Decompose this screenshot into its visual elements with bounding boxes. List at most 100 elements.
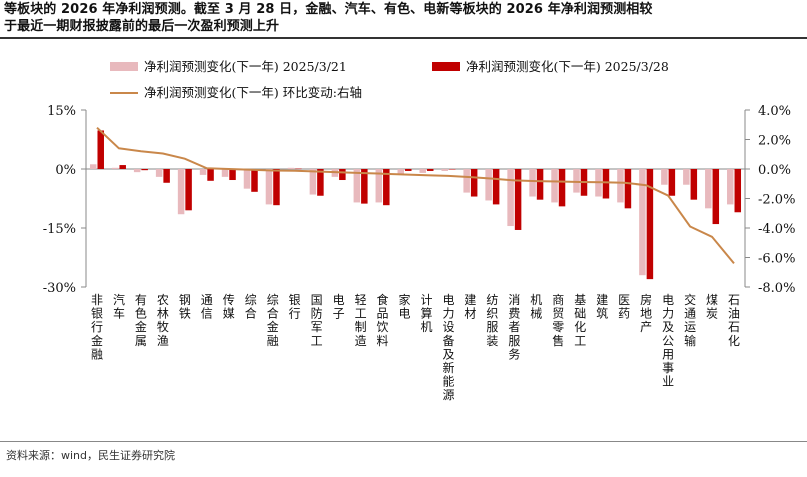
category-label-26: 电力及公用事业 (662, 293, 674, 389)
bar-series2-8 (273, 169, 280, 206)
category-label-12: 轻工制造 (355, 293, 367, 348)
right-tick-label: 2.0% (758, 134, 791, 149)
left-tick-label: -15% (43, 222, 76, 237)
left-tick-label: 15% (47, 104, 76, 119)
bar-series2-24 (624, 169, 632, 209)
left-tick-label: 0% (55, 163, 76, 178)
category-label-2: 有色金属 (135, 293, 147, 348)
title-line-2: 于最近一期财报披露前的最后一次盈利预测上升 (4, 19, 280, 34)
bar-series1-3 (155, 169, 163, 177)
bar-series2-12 (361, 169, 368, 204)
title-divider (0, 37, 807, 39)
bar-series2-0 (97, 130, 104, 169)
category-label-27: 交通运输 (684, 292, 696, 348)
bar-series1-16 (441, 169, 448, 171)
category-label-6: 传媒 (223, 292, 235, 321)
right-tick-label: -4.0% (758, 222, 795, 237)
category-label-29: 石油石化 (728, 293, 740, 348)
bar-series1-12 (353, 169, 361, 203)
bar-series2-9 (295, 168, 302, 170)
bars (89, 130, 742, 280)
bar-series2-28 (712, 169, 720, 225)
category-label-14: 家电 (399, 292, 411, 321)
category-label-20: 机械 (530, 293, 542, 321)
bar-series1-9 (287, 167, 295, 169)
bar-series1-28 (705, 169, 712, 209)
bar-series2-1 (119, 165, 126, 169)
right-tick-label: 0.0% (758, 163, 791, 178)
bar-series1-29 (727, 169, 734, 205)
bar-series2-4 (185, 169, 192, 211)
category-label-10: 国防军工 (311, 293, 323, 348)
line-series (96, 126, 735, 265)
bar-series2-6 (229, 169, 236, 181)
axes: 15% 0% -15% -30% 4.0% 2.0% 0.0% -2.0% -4.0% -6.0%… (43, 104, 796, 296)
bar-series1-15 (419, 169, 426, 173)
bar-series2-7 (251, 169, 258, 192)
bar-series2-23 (602, 169, 610, 199)
bar-series2-10 (317, 169, 324, 196)
bar-series2-11 (339, 169, 346, 181)
bar-series1-22 (573, 169, 580, 193)
right-tick-label: -2.0% (758, 193, 795, 208)
category-label-9: 银行 (289, 293, 301, 321)
legend: 净利润预测变化(下一年) 2025/3/21 净利润预测变化(下一年) 2025/… (110, 59, 669, 100)
category-label-25: 房地产 (640, 292, 652, 334)
bar-series1-4 (177, 169, 185, 215)
combo-chart: 净利润预测变化(下一年) 2025/3/21 净利润预测变化(下一年) 2025/… (43, 59, 796, 402)
bar-series1-18 (485, 169, 492, 201)
bar-series2-17 (470, 169, 478, 197)
category-label-0: 非银行金融 (91, 293, 103, 361)
category-label-3: 农林牧渔 (157, 293, 169, 348)
category-label-24: 医药 (618, 293, 630, 321)
category-label-4: 钢铁 (179, 293, 191, 321)
bar-series2-20 (536, 169, 544, 200)
bar-series1-6 (221, 169, 229, 177)
bar-series1-24 (617, 169, 624, 203)
footer-divider (0, 441, 807, 442)
category-label-5: 通信 (201, 293, 213, 321)
legend-label-series2: 净利润预测变化(下一年) 2025/3/28 (466, 59, 669, 74)
category-label-13: 食品饮料 (377, 292, 389, 348)
category-label-28: 煤炭 (706, 293, 718, 321)
bar-series1-8 (265, 169, 273, 205)
bar-series1-1 (111, 167, 119, 169)
left-tick-label: -30% (43, 281, 76, 296)
bar-series1-2 (133, 169, 141, 173)
bar-series2-21 (558, 169, 566, 207)
bar-series2-16 (448, 169, 456, 170)
bar-series2-3 (163, 169, 170, 183)
category-label-21: 商贸零售 (552, 292, 564, 348)
bar-series1-0 (89, 164, 97, 169)
bar-series1-7 (243, 169, 251, 189)
category-label-7: 综合 (245, 293, 257, 321)
category-label-8: 综合金融 (267, 293, 279, 348)
bar-series2-2 (141, 169, 148, 171)
category-labels: 非银行金融汽车有色金属农林牧渔钢铁通信传媒综合综合金融银行国防军工电子轻工制造食… (91, 292, 740, 402)
bar-series1-13 (375, 169, 383, 203)
category-label-18: 纺织服装 (486, 293, 498, 348)
source-note: 资料来源：wind，民生证券研究院 (6, 449, 176, 462)
bar-series1-27 (683, 169, 690, 185)
bar-series1-21 (551, 169, 558, 203)
bar-series1-26 (661, 169, 668, 185)
category-label-19: 消费者服务 (508, 293, 520, 361)
bar-series1-19 (507, 169, 514, 227)
bar-series1-17 (463, 169, 470, 193)
bar-series2-15 (426, 169, 434, 171)
bar-series2-5 (207, 169, 214, 181)
title-line-1: 等板块的 2026 年净利润预测。截至 3 月 28 日，金融、汽车、有色、电新… (4, 2, 653, 17)
bar-series2-25 (646, 169, 654, 280)
category-label-16: 电力设备及新能源 (442, 293, 454, 402)
bar-series2-13 (383, 169, 390, 206)
category-label-1: 汽车 (113, 292, 125, 321)
bar-series2-19 (514, 169, 522, 230)
chart-title: 等板块的 2026 年净利润预测。截至 3 月 28 日，金融、汽车、有色、电新… (4, 1, 804, 35)
legend-swatch-series1 (110, 62, 138, 71)
legend-swatch-series2 (432, 62, 460, 71)
right-tick-label: -6.0% (758, 252, 795, 267)
category-label-15: 计算机 (420, 293, 432, 334)
category-label-17: 建材 (464, 293, 476, 321)
right-tick-label: 4.0% (758, 104, 791, 119)
legend-label-series1: 净利润预测变化(下一年) 2025/3/21 (144, 59, 347, 74)
